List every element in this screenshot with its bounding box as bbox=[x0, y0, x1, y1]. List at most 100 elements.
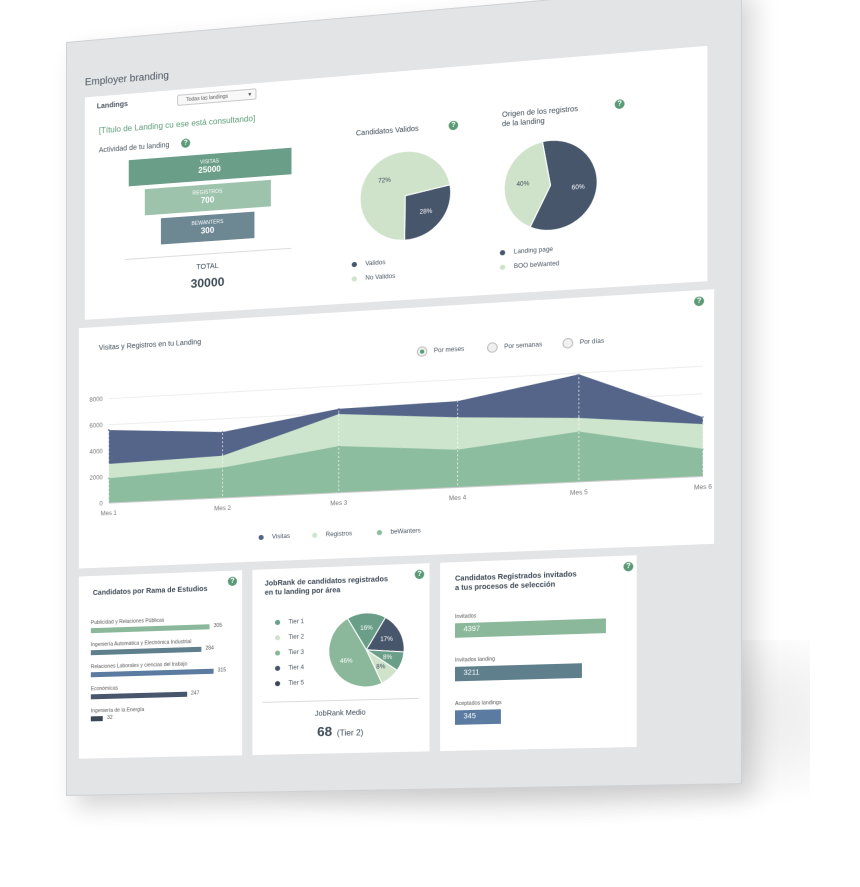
area-chart-panel: Visitas y Registros en tu Landing ? Por … bbox=[79, 289, 714, 568]
landings-label: Landings bbox=[97, 101, 128, 111]
study-bar-value: 32 bbox=[107, 715, 113, 721]
invited-bar: 3211 bbox=[455, 663, 582, 681]
legend-swatch bbox=[377, 530, 382, 535]
invited-bar: 4397 bbox=[455, 618, 606, 637]
jobrank-legend-item: Tier 2 bbox=[275, 634, 304, 641]
y-tick-label: 2000 bbox=[90, 475, 104, 482]
legend-label: No Validos bbox=[365, 274, 395, 282]
jobrank-divider bbox=[263, 698, 419, 703]
study-bar-value: 284 bbox=[205, 645, 213, 651]
jobrank-medio-tier: (Tier 2) bbox=[337, 728, 364, 738]
activity-help-icon[interactable]: ? bbox=[181, 138, 190, 148]
invited-title: Candidatos Registrados invitados a tus p… bbox=[455, 570, 577, 593]
legend-swatch bbox=[275, 666, 280, 671]
dashboard-device: Employer branding Landings Todas las lan… bbox=[66, 0, 742, 796]
origin-pie-slice-label-2: 40% bbox=[516, 181, 530, 188]
area-legend-bewanters: beWanters bbox=[377, 528, 421, 536]
funnel-registros: REGISTROS 700 bbox=[145, 180, 271, 216]
invited-panel: Candidatos Registrados invitados a tus p… bbox=[440, 555, 637, 751]
jobrank-medio-value: 68 bbox=[317, 724, 332, 740]
area-chart-title: Visitas y Registros en tu Landing bbox=[99, 339, 201, 352]
valid-pie-slice-label-1: 28% bbox=[420, 209, 433, 216]
origin-pie-title: Origen de los registros de la landing bbox=[502, 105, 578, 130]
jobrank-legend-item: Tier 1 bbox=[275, 619, 304, 626]
toggle-label: Por días bbox=[580, 339, 604, 347]
study-bar bbox=[91, 692, 187, 700]
x-tick-label: Mes 4 bbox=[449, 495, 467, 502]
funnel-registros-value: 700 bbox=[145, 192, 271, 209]
legend-label: Tier 2 bbox=[288, 634, 304, 641]
legend-label: Registros bbox=[326, 531, 352, 538]
y-tick-label: 8000 bbox=[90, 397, 104, 404]
toggle-por-semanas[interactable]: Por semanas bbox=[487, 339, 542, 353]
study-bar-label: Económicas bbox=[91, 686, 118, 693]
landing-title: [Título de Landing cu ese está consultan… bbox=[99, 114, 255, 136]
funnel-bewanters-value: 300 bbox=[161, 224, 255, 239]
toggle-por-meses[interactable]: Por meses bbox=[417, 344, 464, 357]
chevron-down-icon: ▼ bbox=[247, 90, 252, 102]
study-bar bbox=[91, 669, 214, 678]
legend-label: Landing page bbox=[514, 247, 553, 256]
legend-swatch bbox=[275, 681, 280, 686]
valid-pie-title: Candidatos Validos bbox=[356, 126, 419, 138]
jobrank-legend-item: Tier 3 bbox=[275, 650, 304, 657]
jobrank-panel: JobRank de candidatos registrados en tu … bbox=[252, 563, 429, 755]
legend-label: Visitas bbox=[272, 534, 290, 541]
jobrank-help-icon[interactable]: ? bbox=[415, 570, 425, 580]
study-bar-label: Ingeniería de la Energía bbox=[91, 707, 144, 714]
studies-help-icon[interactable]: ? bbox=[228, 577, 237, 586]
x-tick-label: Mes 6 bbox=[694, 484, 713, 491]
jobrank-medio-label: JobRank Medio bbox=[263, 708, 419, 719]
origin-pie-chart: 60% 40% bbox=[504, 137, 597, 234]
jobrank-legend-item: Tier 4 bbox=[275, 665, 304, 672]
study-bar bbox=[91, 716, 103, 721]
studies-bars: Publicidad y Relaciones Públicas 305 Ingen… bbox=[79, 570, 242, 576]
valid-help-icon[interactable]: ? bbox=[449, 120, 459, 130]
jobrank-pie-chart: 16% 17% 8% 8% 46% bbox=[329, 612, 404, 688]
origin-legend-boo: BOO beWanted bbox=[500, 261, 559, 271]
funnel-bewanters: BEWANTERS 300 bbox=[161, 212, 255, 245]
area-legend-registros: Registros bbox=[312, 531, 352, 539]
legend-swatch bbox=[352, 276, 357, 281]
legend-label: beWanters bbox=[390, 528, 420, 535]
y-tick-label: 4000 bbox=[90, 449, 104, 456]
legend-label: BOO beWanted bbox=[514, 261, 559, 270]
dashboard-page: Employer branding Landings Todas las lan… bbox=[79, 9, 714, 775]
activity-label: Actividad de tu landing bbox=[99, 142, 170, 155]
jobrank-legend: Tier 1 Tier 2 Tier 3 Tier 4 Tier 5 bbox=[252, 563, 429, 570]
invited-bar-label: Invitados bbox=[455, 613, 476, 620]
jobrank-pie-slice-label-3: 8% bbox=[383, 655, 393, 661]
studies-panel: Candidatos por Rama de Estudios ? Public… bbox=[79, 570, 242, 758]
legend-label: Tier 3 bbox=[288, 650, 304, 657]
study-bar-value: 315 bbox=[218, 667, 227, 673]
legend-swatch bbox=[275, 635, 280, 640]
x-tick-label: Mes 3 bbox=[330, 501, 348, 508]
valid-pie-slice-label-2: 72% bbox=[378, 177, 391, 184]
toggle-por-dias[interactable]: Por días bbox=[562, 336, 604, 349]
origin-legend-landing: Landing page bbox=[500, 247, 553, 257]
landing-select[interactable]: Todas las landings ▼ bbox=[177, 88, 256, 106]
origin-pie-slice-label-1: 60% bbox=[572, 184, 586, 191]
jobrank-legend-item: Tier 5 bbox=[275, 680, 304, 687]
studies-title: Candidatos por Rama de Estudios bbox=[93, 586, 208, 597]
invited-help-icon[interactable]: ? bbox=[623, 562, 633, 572]
funnel-divider bbox=[125, 248, 292, 260]
jobrank-pie-slice-label-4: 8% bbox=[376, 664, 386, 670]
study-bar bbox=[91, 647, 202, 655]
invited-bar-label: Invitados landing bbox=[455, 656, 495, 663]
legend-label: Tier 5 bbox=[288, 680, 304, 687]
radio-icon bbox=[562, 338, 573, 349]
origin-help-icon[interactable]: ? bbox=[615, 99, 625, 109]
legend-swatch bbox=[500, 265, 505, 271]
legend-swatch bbox=[275, 650, 280, 655]
app-title: Employer branding bbox=[85, 70, 169, 88]
area-help-icon[interactable]: ? bbox=[694, 296, 704, 306]
y-tick-label: 6000 bbox=[90, 423, 104, 430]
jobrank-pie-slice-label-2: 17% bbox=[380, 637, 393, 644]
legend-label: Tier 1 bbox=[288, 619, 304, 626]
invited-bar-label: Aceptados landings bbox=[455, 700, 502, 707]
area-chart: 02000400060008000Mes 1Mes 2Mes 3Mes 4Mes… bbox=[79, 353, 714, 539]
invited-bar: 345 bbox=[455, 709, 501, 725]
area-legend-visitas: Visitas bbox=[259, 534, 290, 541]
valid-pie-chart: 28% 72% bbox=[360, 148, 451, 243]
